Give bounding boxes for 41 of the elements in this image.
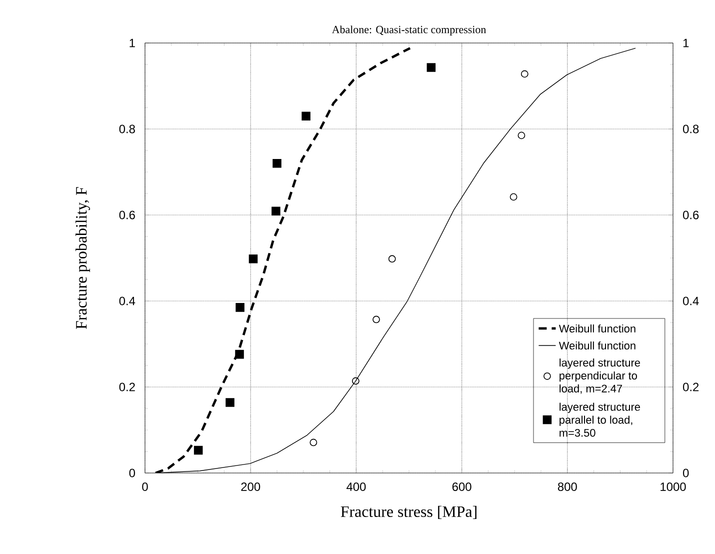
- point: [236, 303, 244, 312]
- y-tick-label: 0.8: [119, 124, 135, 134]
- y-axis-title: Fracture probability, F: [76, 187, 90, 329]
- point: [226, 398, 234, 407]
- y2-tick-label: 1: [683, 38, 689, 48]
- y-tick-label: 0.2: [119, 382, 135, 392]
- x-tick-label: 600: [452, 482, 472, 491]
- point: [388, 255, 396, 263]
- x-tick-label: 200: [241, 482, 260, 491]
- y2-tick-label: 0.6: [683, 210, 699, 220]
- x-tick-label: 1000: [660, 482, 686, 491]
- point: [272, 206, 280, 216]
- y2-tick-label: 0.2: [683, 382, 699, 392]
- y-tick-label: 1: [130, 38, 135, 48]
- x-tick-label: 400: [346, 482, 366, 491]
- point: [248, 254, 258, 264]
- point: [272, 159, 282, 168]
- point: [194, 446, 203, 455]
- x-tick-label: 0: [142, 482, 148, 491]
- x-axis-title: Fracture stress [MPa]: [340, 506, 476, 520]
- y-tick-label: 0: [129, 468, 136, 478]
- legend-label: Weibull function: [558, 341, 636, 350]
- y2-tick-label: 0.8: [683, 124, 699, 134]
- point: [510, 193, 518, 201]
- point: [518, 132, 526, 140]
- chart-title: Abalone: Quasi-static compression: [332, 26, 486, 36]
- point: [520, 70, 528, 78]
- y-tick-label: 0.6: [119, 210, 135, 220]
- y-tick-label: 0.4: [119, 296, 136, 306]
- y2-tick-label: 0.4: [683, 296, 699, 306]
- point: [310, 438, 318, 446]
- legend-label: layered structure parallel to load, m=3.50: [560, 402, 640, 437]
- point: [235, 350, 244, 359]
- y2-tick-label: 0: [683, 468, 689, 478]
- legend-label: Weibull function: [558, 324, 636, 333]
- x-tick-label: 800: [558, 482, 577, 491]
- legend-label: layered structure perpendicular to load, m=2.47: [560, 358, 640, 394]
- point: [352, 377, 360, 385]
- point: [302, 112, 310, 120]
- point: [426, 63, 436, 72]
- point: [372, 316, 380, 324]
